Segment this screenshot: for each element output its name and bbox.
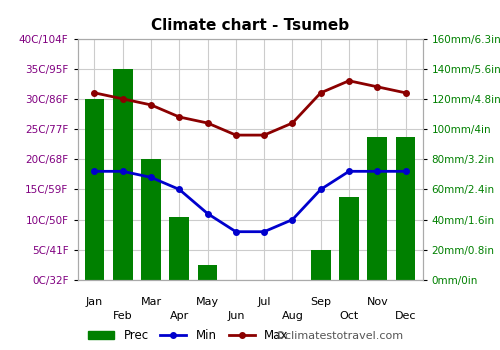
Bar <box>113 69 132 280</box>
Text: Oct: Oct <box>340 312 358 321</box>
Text: Sep: Sep <box>310 297 331 307</box>
Text: May: May <box>196 297 219 307</box>
Bar <box>170 217 189 280</box>
Bar <box>141 159 161 280</box>
Text: Apr: Apr <box>170 312 189 321</box>
Text: Jul: Jul <box>258 297 271 307</box>
Text: Dec: Dec <box>395 312 416 321</box>
Bar <box>311 250 330 280</box>
Bar <box>368 136 387 280</box>
Legend: Prec, Min, Max: Prec, Min, Max <box>84 324 293 346</box>
Bar <box>339 197 359 280</box>
Bar <box>198 265 218 280</box>
Text: Nov: Nov <box>366 297 388 307</box>
Text: Jun: Jun <box>227 312 244 321</box>
Bar <box>84 99 104 280</box>
Text: Feb: Feb <box>113 312 132 321</box>
Bar <box>396 136 415 280</box>
Text: Mar: Mar <box>140 297 162 307</box>
Text: Jan: Jan <box>86 297 103 307</box>
Text: Aug: Aug <box>282 312 304 321</box>
Text: ©climatestotravel.com: ©climatestotravel.com <box>275 331 404 341</box>
Title: Climate chart - Tsumeb: Climate chart - Tsumeb <box>151 18 349 33</box>
